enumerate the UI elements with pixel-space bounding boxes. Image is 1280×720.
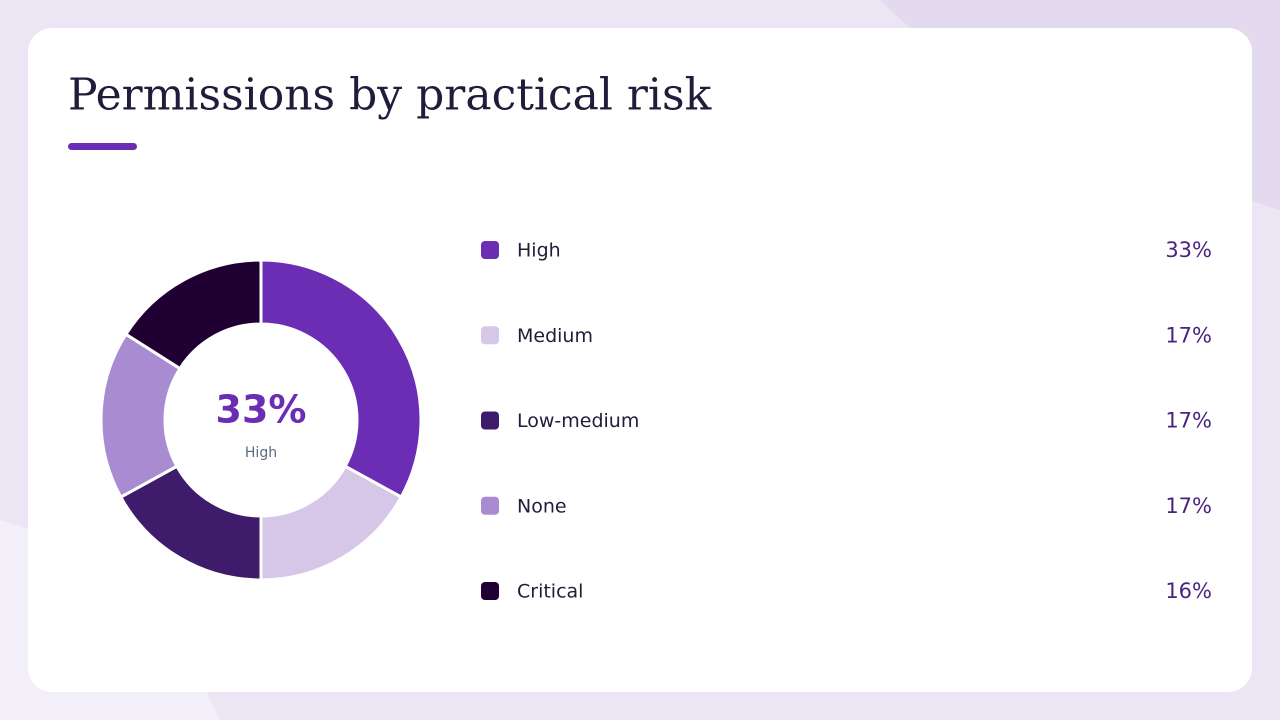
legend-swatch bbox=[481, 241, 499, 259]
legend-label: Medium bbox=[517, 325, 593, 347]
legend-swatch bbox=[481, 411, 499, 430]
chart-title: Permissions by practical risk bbox=[68, 70, 712, 121]
card bbox=[28, 28, 1252, 692]
legend-value: 17% bbox=[1165, 323, 1212, 347]
legend-value: 17% bbox=[1165, 494, 1212, 518]
title-underline bbox=[68, 143, 137, 150]
legend-label: None bbox=[517, 495, 567, 517]
legend-label: Low-medium bbox=[517, 410, 639, 432]
donut-slice bbox=[123, 258, 263, 371]
donut-slice bbox=[259, 258, 423, 500]
legend-label: High bbox=[517, 240, 561, 262]
legend-value: 16% bbox=[1165, 579, 1212, 603]
legend-swatch bbox=[481, 326, 499, 345]
center-value: 33% bbox=[216, 388, 307, 432]
legend-swatch bbox=[481, 496, 499, 515]
legend-value: 17% bbox=[1165, 409, 1212, 433]
legend-label: Critical bbox=[517, 581, 583, 603]
center-label: High bbox=[245, 445, 277, 461]
legend-swatch bbox=[481, 582, 499, 600]
legend-value: 33% bbox=[1165, 238, 1212, 262]
